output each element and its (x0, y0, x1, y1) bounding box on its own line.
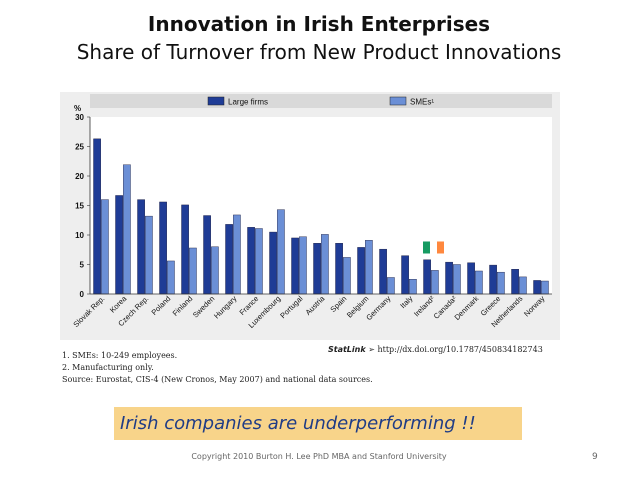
bar-large-firms-11 (335, 243, 343, 295)
bar-large-firms-12 (357, 247, 365, 295)
flag-white-stripe (430, 241, 437, 254)
flag-orange-stripe (437, 241, 444, 254)
bar-smes-0 (101, 199, 109, 295)
statlink: StatLink ➢ http://dx.doi.org/10.1787/450… (328, 345, 560, 354)
bar-smes-16 (453, 264, 461, 295)
y-tick-label: 20 (75, 172, 84, 181)
flag-green-stripe (423, 241, 430, 254)
bar-smes-8 (277, 209, 285, 295)
bar-smes-20 (541, 280, 549, 295)
bar-large-firms-13 (379, 248, 387, 295)
note-smes: 1. SMEs: 10-249 employees. (62, 351, 178, 360)
legend-swatch-1 (389, 96, 407, 106)
bar-large-firms-3 (159, 201, 167, 295)
legend-label-1: SMEs¹ (410, 98, 434, 107)
bar-smes-19 (519, 276, 527, 295)
legend-band (90, 94, 552, 108)
slide-subtitle: Share of Turnover from New Product Innov… (76, 40, 562, 64)
bar-large-firms-14 (401, 255, 409, 295)
bar-large-firms-18 (489, 264, 497, 295)
bar-large-firms-9 (291, 237, 299, 295)
bar-large-firms-5 (203, 215, 211, 295)
statlink-url[interactable]: http://dx.doi.org/10.1787/450834182743 (377, 345, 543, 354)
bar-smes-15 (431, 270, 439, 295)
footer-copyright: Copyright 2010 Burton H. Lee PhD MBA and… (191, 452, 447, 461)
bar-smes-9 (299, 236, 307, 295)
bar-smes-2 (145, 215, 153, 295)
bar-smes-5 (211, 246, 219, 295)
bar-smes-11 (343, 257, 351, 295)
legend-label-0: Large firms (228, 98, 268, 107)
y-tick-label: 30 (75, 113, 84, 122)
bar-large-firms-19 (511, 269, 519, 295)
page-number: 9 (592, 452, 598, 462)
bar-smes-18 (497, 271, 505, 295)
bar-smes-7 (255, 228, 263, 295)
y-tick-label: 5 (80, 261, 85, 270)
bar-large-firms-10 (313, 243, 321, 295)
y-tick-label: 0 (80, 290, 85, 299)
y-axis-label: % (74, 104, 81, 113)
bar-smes-17 (475, 270, 483, 295)
bar-large-firms-15 (423, 259, 431, 295)
note-manufacturing: 2. Manufacturing only. (62, 363, 154, 372)
statlink-arrow-icon: ➢ (368, 345, 375, 354)
bar-large-firms-0 (93, 138, 101, 295)
y-tick-label: 15 (75, 202, 84, 211)
bar-smes-1 (123, 164, 131, 295)
bar-smes-4 (189, 247, 197, 295)
bar-smes-10 (321, 234, 329, 295)
bar-large-firms-4 (181, 204, 189, 295)
slide-title: Innovation in Irish Enterprises (147, 12, 491, 36)
bar-smes-3 (167, 260, 175, 295)
callout-box: Irish companies are underperforming !! (114, 407, 522, 440)
plot-area (90, 117, 552, 294)
bar-large-firms-8 (269, 231, 277, 295)
bar-large-firms-1 (115, 195, 123, 295)
bar-large-firms-2 (137, 199, 145, 295)
bar-large-firms-20 (533, 280, 541, 295)
bar-large-firms-6 (225, 224, 233, 295)
bar-large-firms-16 (445, 261, 453, 295)
bar-smes-6 (233, 214, 241, 295)
bar-smes-14 (409, 279, 417, 295)
bar-large-firms-7 (247, 227, 255, 295)
legend-swatch-0 (207, 96, 225, 106)
bar-large-firms-17 (467, 262, 475, 295)
y-tick-label: 10 (75, 231, 84, 240)
y-tick-label: 25 (75, 143, 84, 152)
bar-smes-12 (365, 240, 373, 295)
note-source: Source: Eurostat, CIS-4 (New Cronos, May… (62, 375, 373, 384)
chart-notes: 1. SMEs: 10-249 employees. 2. Manufactur… (62, 350, 562, 386)
bar-smes-13 (387, 277, 395, 295)
statlink-brand: StatLink (328, 345, 366, 354)
